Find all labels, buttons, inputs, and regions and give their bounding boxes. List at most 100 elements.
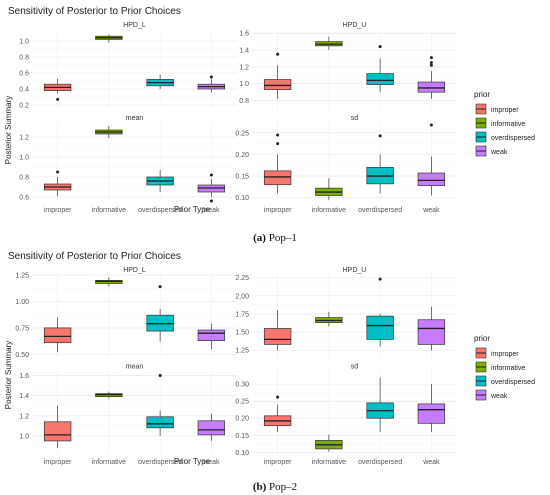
box-improper [263,52,292,99]
outlier-point [56,170,60,174]
strip-label: sd [351,115,359,122]
panel-1-HPD_U: HPD_U 1.25 1.50 1.75 2.00 2.25 [235,267,457,358]
box-weak [417,123,446,196]
box-overdispersed [146,170,174,192]
y-tick-label: 0.50 [15,352,29,359]
box-iqr [417,81,446,93]
legend-label: informative [491,365,525,372]
strip-label: sd [351,364,359,371]
y-tick-label: 0.6 [19,71,29,78]
box-improper [263,395,292,432]
y-tick-label: 1.25 [235,348,249,355]
y-tick-label: 0.25 [235,130,249,137]
legend-item-weak: weak [475,145,508,157]
outlier-point [209,173,213,177]
x-tick-label: informative [92,459,126,466]
box-informative [95,391,123,399]
box-iqr [43,421,72,442]
y-tick-label: 1.2 [239,64,249,71]
box-improper [263,310,292,351]
chart-title-b: Sensitivity of Posterior to Prior Choice… [8,251,181,262]
y-tick-label: 0.20 [235,152,249,159]
box-overdispersed [366,377,394,432]
box-improper [43,405,72,448]
caption-b-label: (b) [253,481,267,493]
y-tick-label: 0.8 [19,175,29,182]
legend-label: improper [491,107,519,114]
y-tick-label: 0.4 [19,87,29,94]
box-informative [315,36,343,51]
y-tick-label: 0.75 [15,325,29,332]
outlier-point [429,63,433,67]
box-iqr [197,329,226,341]
box-overdispersed [146,374,174,436]
y-tick-label: 1.2 [19,135,29,142]
panel-1-HPD_L: HPD_L 0.50 0.75 1.00 1.25 [15,267,237,359]
box-improper [263,133,292,194]
y-tick-label: 1.0 [19,39,29,46]
legend-item-weak: weak [475,389,508,401]
legend-a: prior improper informative overdispersed wea… [474,90,535,157]
box-iqr [263,79,292,90]
strip-label: mean [126,364,144,371]
outlier-point [378,45,382,49]
box-weak [197,173,226,203]
y-tick-label: 1.6 [239,31,249,38]
y-tick-label: 1.4 [19,393,29,400]
y-axis-label-a: Posterior Summary [4,96,13,164]
legend-item-improper: improper [475,103,519,115]
x-tick-label: improper [44,459,72,466]
panel-0-sd: sd 0.10 0.15 0.20 0.25 improper informative ove… [235,115,457,214]
box-informative [315,434,343,452]
outlier-point [429,123,433,127]
box-iqr [146,416,174,429]
legend-label: overdispersed [491,379,535,386]
caption-a-label: (a) [253,232,266,244]
x-tick-label: overdispersed [358,207,402,214]
box-overdispersed [366,45,394,93]
box-improper [43,78,72,101]
box-informative [95,34,123,43]
x-axis-label-a: Prior Type [174,205,211,214]
y-tick-label: 0.20 [235,416,249,423]
box-iqr [417,403,446,424]
legend-b: prior improper informative overdispersed wea… [474,334,535,401]
outlier-point [209,75,213,79]
legend-label: weak [490,393,508,400]
box-weak [417,306,446,351]
box-informative [315,178,343,200]
box-informative [95,126,123,138]
strip-label: HPD_L [123,22,146,29]
legend-item-improper: improper [475,347,519,359]
box-iqr [263,328,292,345]
outlier-point [429,61,433,65]
chart-title-a: Sensitivity of Posterior to Prior Choice… [8,6,181,17]
legend-label: improper [491,351,519,358]
strip-label: HPD_U [343,22,367,29]
legend-item-overdispersed: overdispersed [475,375,535,387]
outlier-point [378,277,382,281]
legend-label: overdispersed [491,135,535,142]
y-tick-label: 1.0 [239,81,249,88]
x-tick-label: overdispersed [138,207,182,214]
strip-label: HPD_U [343,267,367,274]
box-improper [43,317,72,353]
x-tick-label: weak [422,459,440,466]
y-tick-label: 0.10 [235,450,249,457]
caption-a: (a) Pop–1 [253,232,297,244]
legend-title: prior [474,334,490,343]
x-tick-label: overdispersed [138,459,182,466]
outlier-point [378,134,382,138]
legend-title: prior [474,90,490,99]
y-tick-label: 0.2 [19,103,29,110]
box-iqr [417,319,446,345]
x-tick-label: informative [312,207,346,214]
outlier-point [209,199,213,203]
box-iqr [366,315,394,340]
x-tick-label: improper [264,459,292,466]
outlier-point [429,56,433,60]
box-informative [315,311,343,327]
outlier-point [56,97,60,101]
x-tick-label: weak [202,207,220,214]
